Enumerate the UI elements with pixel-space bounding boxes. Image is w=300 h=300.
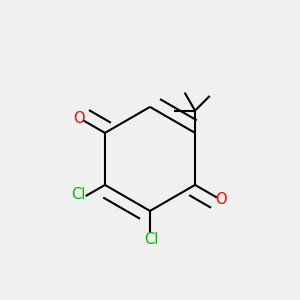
- Text: O: O: [216, 191, 227, 206]
- Text: O: O: [73, 111, 84, 126]
- Text: Cl: Cl: [71, 187, 85, 202]
- Text: Cl: Cl: [144, 232, 159, 247]
